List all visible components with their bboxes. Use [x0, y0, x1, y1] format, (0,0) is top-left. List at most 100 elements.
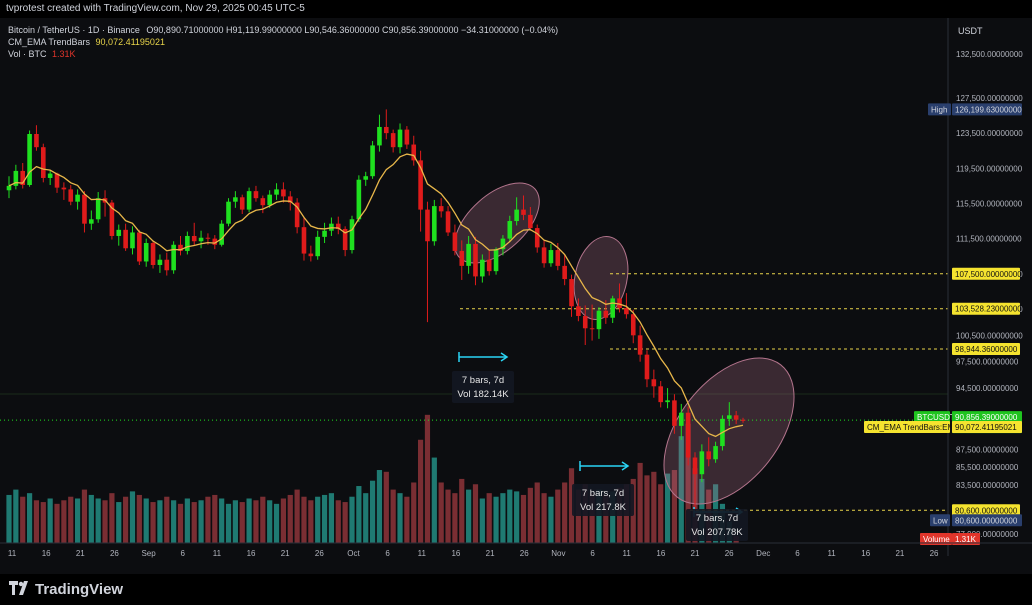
measure-vol: Vol 182.14K [457, 389, 509, 400]
ema-tag-value: 90,072.41195021 [955, 423, 1017, 432]
high-tag-label: High [931, 105, 947, 114]
volume-bar [198, 500, 204, 543]
candle-body [301, 227, 307, 254]
price-tick-label: 77,900.00000000 [956, 530, 1019, 539]
candle-body [493, 249, 499, 272]
price-tick-label: 132,500.00000000 [956, 50, 1023, 59]
time-label: 16 [656, 549, 665, 558]
candle-body [541, 247, 547, 264]
volume-bar [459, 478, 465, 543]
currency-label[interactable]: USDT [958, 26, 983, 36]
volume-bar [651, 471, 657, 543]
volume-bar [33, 500, 40, 543]
candle-body [123, 229, 128, 249]
time-label: Oct [347, 549, 360, 558]
volume-bar [20, 496, 26, 543]
time-label: 11 [623, 549, 632, 558]
volume-bar [363, 493, 369, 543]
volume-bar [102, 500, 108, 543]
symbol-tag-bg [914, 411, 950, 424]
candle-body [733, 415, 739, 420]
volume-bar [246, 498, 252, 543]
legend-symbol[interactable]: Bitcoin / TetherUS · 1D · Binance [8, 25, 140, 35]
volume-bar [40, 502, 46, 543]
candle-body [95, 198, 101, 220]
candle-body [589, 328, 595, 330]
candle-body [75, 194, 80, 202]
candle-body [685, 412, 691, 458]
legend-vol-name[interactable]: Vol · BTC [8, 49, 47, 59]
level-tag: 80,600.00000000 [955, 506, 1018, 515]
volume-bar [548, 496, 554, 543]
candle-body [624, 308, 629, 315]
volume-bar [205, 496, 211, 543]
price-chart[interactable]: 7 bars, 7d Vol 182.14K 7 bars, 7d Vol 217.8… [0, 18, 1032, 574]
candle-body [727, 415, 732, 419]
candle-body [582, 315, 588, 329]
candle-body [610, 298, 615, 318]
high-tag-value: 126,199.63000000 [955, 105, 1022, 114]
candle-body [185, 235, 190, 251]
candle-body [356, 179, 362, 220]
volume-bar [486, 493, 492, 543]
price-tick-label: 94,500.00000000 [956, 384, 1019, 393]
candle-body [157, 259, 163, 265]
chart-frame[interactable]: 7 bars, 7d Vol 182.14K 7 bars, 7d Vol 217.8… [0, 18, 1032, 574]
volume-bar [61, 500, 67, 543]
volume-bar [294, 489, 300, 543]
time-label: 26 [930, 549, 939, 558]
brand-name[interactable]: TradingView [35, 581, 124, 598]
volume-bar [369, 480, 376, 543]
measure-arrowhead [621, 461, 630, 471]
legend-symbol-row: Bitcoin / TetherUS · 1D · Binance O90,89… [8, 25, 558, 35]
price-tags: High 126,199.63000000 107,500.00000000 103,… [864, 103, 1022, 545]
candle-body [294, 202, 300, 228]
time-label: 6 [795, 549, 800, 558]
legend-ema-name[interactable]: CM_EMA TrendBars [8, 37, 91, 47]
price-tick-label: 97,500.00000000 [956, 358, 1019, 367]
volume-bar [424, 414, 431, 543]
measure-box [572, 484, 634, 516]
candle-body [267, 194, 272, 206]
time-label: 21 [691, 549, 700, 558]
legend-ema-value: 90,072.41195021 [95, 37, 165, 47]
volume-tag-value: 1.31K [955, 535, 977, 544]
measure-bars: 7 bars, 7d [582, 488, 624, 499]
candle-body [253, 191, 259, 199]
high-tag-value-bg [952, 103, 1022, 116]
candle-body [562, 265, 567, 280]
volume-bar [136, 494, 142, 543]
candle-body [480, 259, 485, 277]
volume-bar [658, 484, 664, 543]
volume-bar [95, 498, 101, 543]
volume-bar [81, 489, 88, 543]
volume-bar [596, 489, 602, 543]
measure-vol: Vol 207.78K [691, 527, 743, 538]
low-tag-label-bg [930, 514, 950, 527]
volume-bar [109, 493, 115, 543]
candle-body [713, 446, 718, 460]
candle-body [130, 232, 135, 249]
low-tag-value: 80,600.00000000 [955, 516, 1018, 525]
candle-body [281, 189, 286, 197]
candle-body [109, 202, 115, 236]
level-tag: 103,528.23000000 [955, 305, 1022, 314]
tradingview-logo-icon [9, 581, 28, 595]
candle-body [363, 176, 369, 180]
time-label: 21 [281, 549, 290, 558]
time-label: 16 [247, 549, 256, 558]
volume-bar [273, 503, 280, 543]
volume-bar [6, 494, 12, 543]
volume-bar [315, 496, 321, 543]
level-tag: 98,944.36000000 [955, 345, 1018, 354]
level-tag-bg [952, 342, 1020, 355]
volume-bar [150, 502, 156, 543]
price-tick-label: 111,500.00000000 [956, 235, 1022, 244]
volume-bar [171, 500, 177, 543]
candle-body [500, 238, 506, 250]
last-price-tag-bg [952, 411, 1022, 424]
time-label: 16 [451, 549, 460, 558]
volume-bar [75, 498, 81, 543]
volume-bar [335, 500, 341, 543]
volume-bar [507, 489, 513, 543]
